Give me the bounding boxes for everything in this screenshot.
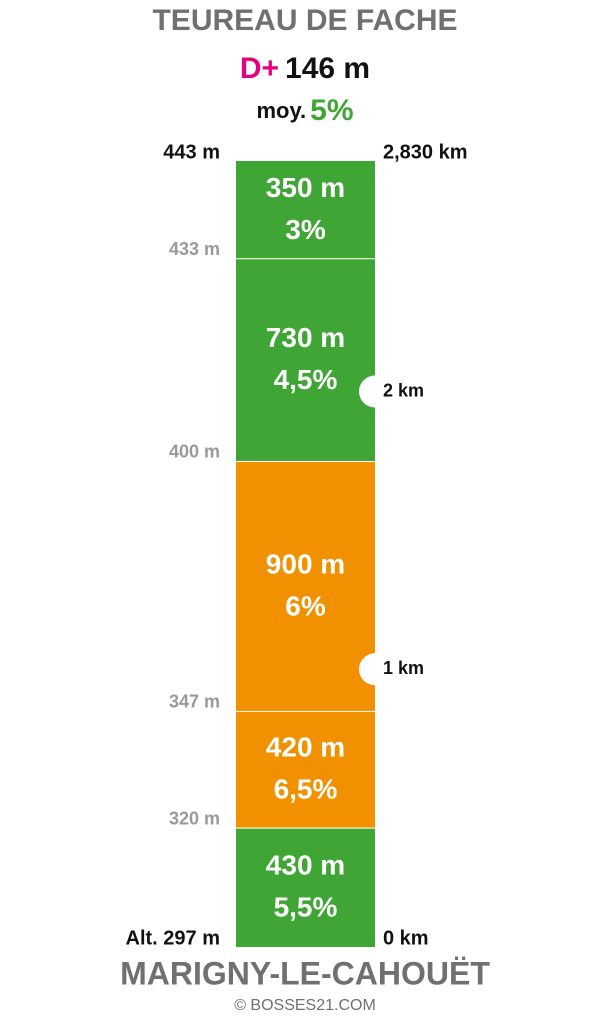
segment-length: 900 m [266,548,345,579]
gain: 146 m [285,52,370,85]
segment-grade: 4,5% [274,364,338,395]
segment-grade: 6,5% [274,774,338,805]
segment-grade: 6% [285,590,326,621]
distance-notch [359,375,375,408]
segment-length: 430 m [266,850,345,881]
segment [236,827,375,947]
segment [236,460,375,711]
altitude-label: 400 m [169,442,220,462]
average-line: moy. 5% [256,94,353,127]
altitude-label: Alt. 297 m [126,927,220,949]
altitude-label: 433 m [169,239,220,259]
distance-label: 1 km [383,658,424,678]
distance-label: 2,830 km [383,141,468,163]
altitude-label: 347 m [169,692,220,712]
start-name: MARIGNY-LE-CAHOUËT [120,955,490,991]
segment [236,258,375,461]
segment-length: 350 m [266,172,345,203]
gain-line: D+ 146 m [240,52,370,85]
distance-label: 2 km [383,380,424,400]
altitude-label: 320 m [169,808,220,828]
average: 5% [310,94,353,127]
altitude-label: 443 m [163,141,220,163]
segment-length: 420 m [266,732,345,763]
title: TEUREAU DE FACHE [152,4,457,37]
segment [236,161,375,259]
distance-notch [359,653,375,686]
distance-label: 0 km [383,927,429,949]
gain-prefix: D+ [240,52,279,85]
segment-grade: 5,5% [274,892,338,923]
credit: © BOSSES21.COM [234,997,376,1014]
average-prefix: moy. [256,98,306,123]
segment-length: 730 m [266,322,345,353]
segment-grade: 3% [285,214,326,245]
segment [236,710,375,828]
